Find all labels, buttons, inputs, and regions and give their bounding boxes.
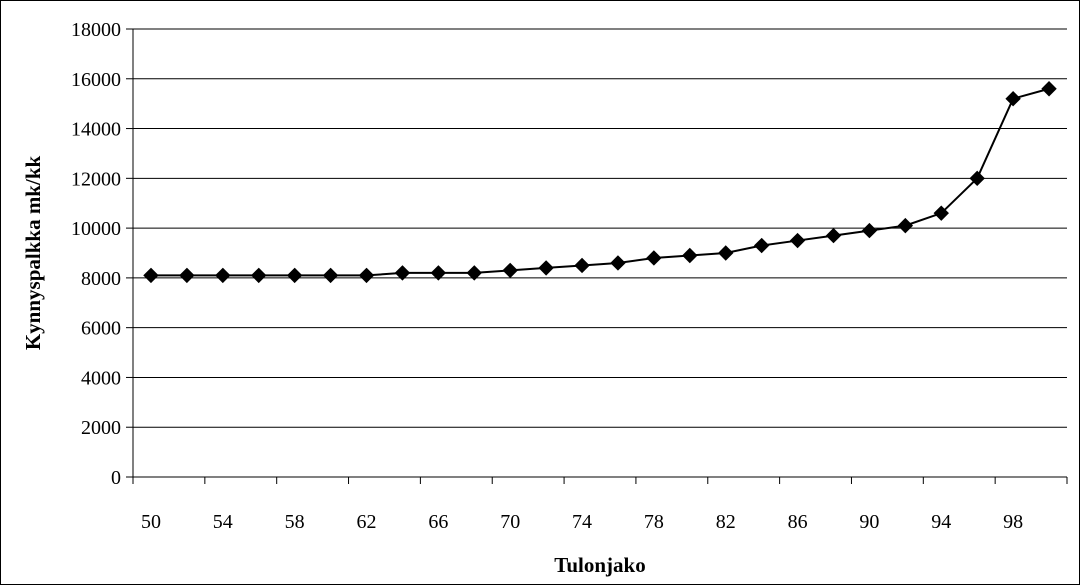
data-point xyxy=(179,267,195,284)
y-tick-label: 6000 xyxy=(81,318,121,340)
data-point xyxy=(646,250,662,266)
data-point xyxy=(969,170,985,187)
x-tick-label: 86 xyxy=(788,511,808,533)
data-point xyxy=(358,267,375,284)
data-point xyxy=(682,247,698,264)
data-point xyxy=(502,262,518,279)
data-point xyxy=(897,217,914,234)
x-tick-label: 94 xyxy=(931,511,951,533)
data-point xyxy=(1005,90,1021,107)
x-tick-label: 58 xyxy=(285,511,305,533)
x-tick-label: 78 xyxy=(644,511,664,533)
y-tick-label: 8000 xyxy=(81,268,121,290)
x-tick-label: 82 xyxy=(716,511,736,533)
data-point xyxy=(143,267,159,284)
data-point xyxy=(933,205,949,221)
grid-lines xyxy=(133,28,1067,428)
x-tick-label: 74 xyxy=(572,511,592,533)
axes xyxy=(126,28,1068,484)
data-point xyxy=(825,227,842,244)
data-point xyxy=(610,255,626,271)
x-tick-labels: 50 54 58 62 66 70 74 78 82 86 90 94 98 xyxy=(141,511,1023,533)
data-point xyxy=(1041,81,1057,97)
x-tick-label: 54 xyxy=(213,511,233,533)
series xyxy=(143,81,1057,284)
data-point xyxy=(322,267,339,284)
x-tick-label: 70 xyxy=(500,511,520,533)
data-point xyxy=(215,267,231,284)
x-tick-label: 66 xyxy=(428,511,448,533)
data-point xyxy=(574,257,590,274)
series-line xyxy=(150,87,1050,277)
data-point xyxy=(718,245,734,261)
y-tick-label: 12000 xyxy=(71,168,121,190)
y-tick-label: 14000 xyxy=(71,119,121,141)
x-tick-label: 98 xyxy=(1003,511,1023,533)
data-point xyxy=(286,267,303,284)
data-point xyxy=(753,237,770,254)
y-tick-labels: 0 2000 4000 6000 8000 10000 12000 14000 16000 180… xyxy=(71,19,121,489)
y-tick-label: 16000 xyxy=(71,69,121,91)
data-point xyxy=(861,222,878,239)
data-point xyxy=(466,265,482,281)
x-tick-label: 50 xyxy=(141,511,161,533)
x-tick-label: 90 xyxy=(859,511,879,533)
x-tick-label: 62 xyxy=(357,511,377,533)
y-axis-label: Kynnyspalkka mk/kk xyxy=(21,156,45,351)
data-point xyxy=(394,265,411,281)
y-tick-label: 4000 xyxy=(81,367,121,389)
data-point xyxy=(538,260,554,276)
y-tick-label: 10000 xyxy=(71,218,121,240)
x-axis-label: Tulonjako xyxy=(554,553,645,577)
data-point xyxy=(430,265,447,281)
y-tick-label: 0 xyxy=(111,467,121,489)
y-tick-label: 2000 xyxy=(81,417,121,439)
y-tick-label: 18000 xyxy=(71,19,121,41)
data-point xyxy=(251,267,267,284)
data-point xyxy=(789,232,806,249)
